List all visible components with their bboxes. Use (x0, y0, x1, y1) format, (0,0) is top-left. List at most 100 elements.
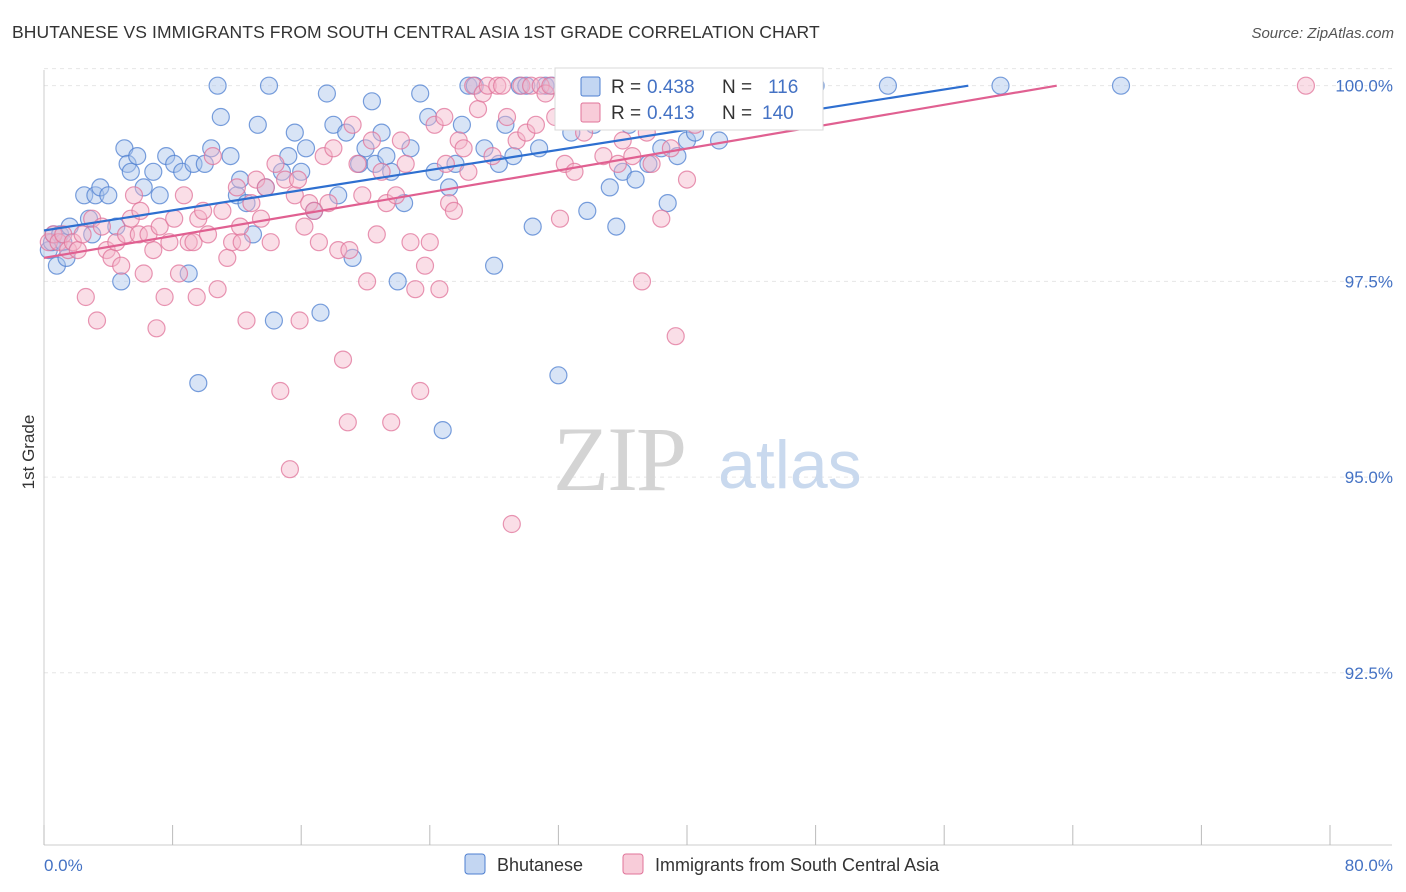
data-point-bhutanese (296, 139, 316, 158)
data-point-bhutanese (411, 84, 430, 103)
data-point-bhutanese (517, 76, 536, 95)
stats-r-label-bhutanese: R = (611, 77, 641, 98)
data-point-immigrants (218, 248, 237, 267)
data-point-immigrants (512, 76, 531, 95)
data-point-immigrants (353, 186, 372, 205)
data-point-immigrants (112, 256, 131, 275)
data-point-bhutanese (248, 115, 267, 134)
stats-n-label-immigrants: N = (722, 103, 752, 124)
trend-line-bhutanese (43, 84, 969, 232)
y-tick-label: 100.0% (1335, 77, 1393, 96)
data-point-bhutanese (549, 366, 568, 385)
y-tick-label: 92.5% (1345, 664, 1393, 683)
legend-label-bhutanese: Bhutanese (497, 855, 583, 875)
data-point-immigrants (147, 319, 166, 338)
data-point-immigrants (266, 154, 285, 173)
data-point-immigrants (223, 233, 242, 252)
data-point-immigrants (594, 147, 613, 166)
data-point-bhutanese (285, 123, 304, 142)
x-tick-label-max: 80.0% (1345, 856, 1393, 875)
data-point-bhutanese (128, 147, 147, 166)
data-point-immigrants (396, 154, 415, 173)
data-point-immigrants (632, 272, 652, 291)
data-point-immigrants (464, 76, 483, 95)
data-point-immigrants (150, 217, 169, 236)
data-point-immigrants (134, 264, 153, 283)
data-point-bhutanese (991, 76, 1010, 95)
data-point-immigrants (493, 76, 512, 95)
data-point-bhutanese (626, 170, 645, 189)
data-point-bhutanese (600, 178, 619, 197)
legend-swatch-immigrants (622, 853, 644, 875)
data-point-bhutanese (150, 186, 169, 205)
legend: Bhutanese Immigrants from South Central … (464, 853, 940, 875)
data-point-immigrants (468, 99, 488, 119)
data-point-immigrants (343, 115, 362, 134)
data-point-immigrants (444, 201, 463, 220)
data-points (39, 76, 1316, 534)
data-point-bhutanese (362, 92, 381, 111)
stats-n-value-bhutanese: 116 (768, 77, 798, 98)
data-point-immigrants (184, 233, 203, 252)
data-point-immigrants (87, 311, 107, 330)
data-point-immigrants (661, 139, 681, 158)
data-point-bhutanese (179, 264, 198, 283)
trend-line-immigrants (43, 84, 1057, 259)
data-point-immigrants (358, 272, 377, 291)
data-point-immigrants (1296, 76, 1316, 95)
data-point-immigrants (251, 209, 271, 228)
data-point-immigrants (652, 209, 671, 228)
y-tick-label: 97.5% (1345, 272, 1393, 291)
data-point-immigrants (420, 233, 439, 252)
data-point-immigrants (415, 256, 435, 275)
data-point-bhutanese (311, 303, 330, 322)
data-point-bhutanese (523, 217, 542, 236)
data-point-bhutanese (452, 115, 471, 134)
data-point-immigrants (550, 209, 570, 228)
data-point-immigrants (271, 381, 290, 401)
data-point-bhutanese (144, 162, 163, 181)
data-point-immigrants (155, 287, 174, 307)
data-point-immigrants (367, 225, 386, 244)
data-point-bhutanese (208, 76, 227, 95)
data-point-bhutanese (83, 225, 102, 244)
data-point-immigrants (666, 327, 685, 346)
chart-source: Source: ZipAtlas.com (1251, 25, 1394, 42)
data-point-immigrants (174, 186, 193, 205)
data-point-bhutanese (709, 131, 729, 150)
data-point-immigrants (478, 76, 497, 95)
axes: 92.5% 95.0% 97.5% 100.0% 0.0% 80.0% (43, 70, 1393, 875)
data-point-immigrants (642, 154, 661, 173)
data-point-bhutanese (211, 107, 230, 127)
data-point-immigrants (232, 233, 251, 252)
data-point-immigrants (129, 225, 148, 244)
data-point-bhutanese (658, 194, 677, 213)
data-point-immigrants (314, 147, 333, 166)
stats-swatch-immigrants (580, 102, 601, 123)
data-point-immigrants (208, 280, 227, 299)
data-point-bhutanese (377, 147, 396, 166)
y-tick-label: 95.0% (1345, 468, 1393, 487)
data-point-immigrants (425, 115, 444, 134)
data-point-bhutanese (433, 421, 452, 440)
data-point-immigrants (386, 186, 406, 205)
grid-lines (44, 68, 1392, 674)
data-point-immigrants (340, 241, 359, 260)
data-point-bhutanese (536, 76, 555, 95)
data-point-immigrants (502, 514, 521, 534)
data-point-bhutanese (47, 256, 67, 275)
data-point-immigrants (295, 217, 314, 236)
stats-r-value-immigrants: 0.413 (647, 103, 695, 124)
stats-swatch-bhutanese (580, 76, 601, 97)
data-point-immigrants (187, 287, 206, 307)
data-point-immigrants (203, 147, 222, 166)
data-point-immigrants (256, 178, 275, 197)
stats-n-value-immigrants: 140 (762, 103, 794, 124)
watermark-atlas: atlas (718, 427, 862, 503)
data-point-immigrants (169, 264, 189, 283)
data-point-bhutanese (99, 186, 118, 205)
data-point-immigrants (324, 139, 343, 158)
data-point-bhutanese (264, 311, 283, 330)
stats-r-value-bhutanese: 0.438 (647, 77, 695, 98)
